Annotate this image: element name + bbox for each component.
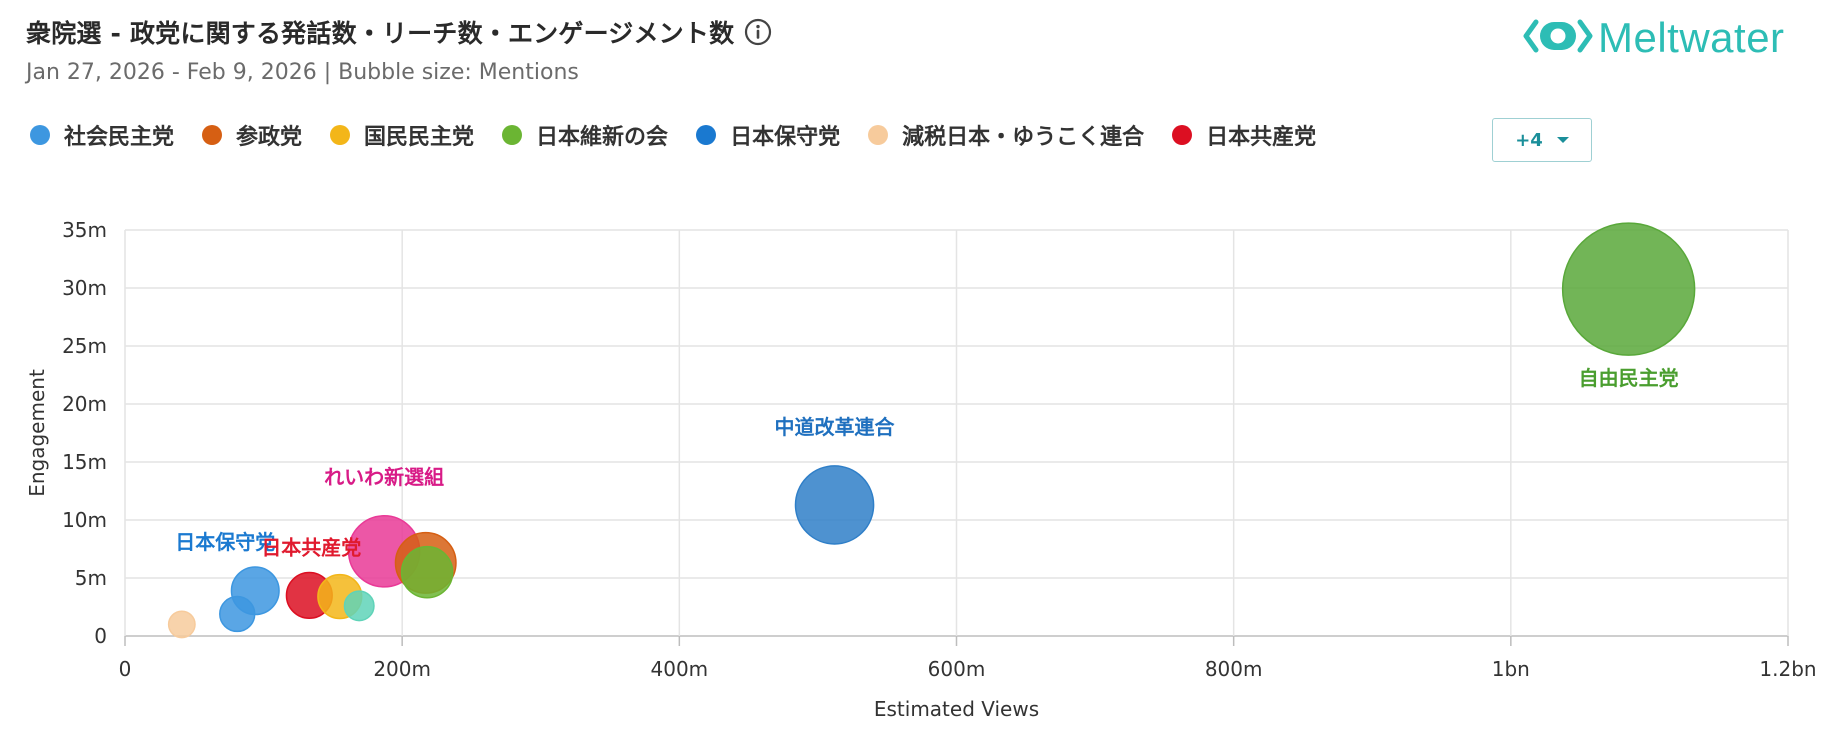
meltwater-logo-text: Meltwater <box>1598 14 1785 61</box>
legend-item[interactable]: 参政党 <box>202 119 302 151</box>
legend-dot <box>502 125 523 145</box>
meltwater-logo: Meltwater <box>1522 14 1785 62</box>
meltwater-logo-icon <box>1522 16 1594 60</box>
y-tick-label: 25m <box>62 334 107 358</box>
x-tick-label: 0 <box>119 657 132 681</box>
legend-item[interactable]: 日本保守党 <box>696 119 840 151</box>
legend-label: 日本保守党 <box>730 125 841 150</box>
bubble <box>1561 222 1696 356</box>
y-tick-label: 20m <box>62 392 107 416</box>
more-series-label: +4 <box>1515 129 1543 151</box>
legend-dot <box>202 125 223 145</box>
chart-subtitle: Jan 27, 2026 - Feb 9, 2026 | Bubble size… <box>26 60 579 85</box>
y-tick-label: 10m <box>62 508 107 532</box>
legend-dot <box>868 125 889 145</box>
bubble <box>400 545 454 599</box>
chart-legend: 社会民主党 参政党 国民民主党 日本維新の会 日本保守党 減税日本・ゆうこく連合… <box>30 119 1344 151</box>
legend-label: 国民民主党 <box>364 125 475 150</box>
legend-label: 日本共産党 <box>1206 125 1317 150</box>
legend-dot <box>696 125 717 145</box>
y-tick-label: 35m <box>62 218 107 242</box>
data-label: 日本保守党 <box>175 530 275 554</box>
more-series-dropdown[interactable]: +4 <box>1492 118 1592 162</box>
legend-item[interactable]: 国民民主党 <box>330 119 474 151</box>
x-tick-label: 800m <box>1205 657 1263 681</box>
legend-label: 日本維新の会 <box>536 125 669 150</box>
legend-item[interactable]: 社会民主党 <box>30 119 174 151</box>
legend-dot <box>1172 125 1193 145</box>
y-tick-label: 15m <box>62 450 107 474</box>
chart-header: 衆院選 - 政党に関する発話数・リーチ数・エンゲージメント数 Jan 27, 2… <box>26 14 772 85</box>
chevron-down-icon <box>1556 137 1569 143</box>
x-axis-title: Estimated Views <box>874 697 1039 721</box>
data-label: 自由民主党 <box>1579 366 1679 390</box>
y-tick-label: 30m <box>62 276 107 300</box>
legend-item[interactable]: 日本共産党 <box>1172 119 1316 151</box>
data-label: 中道改革連合 <box>775 415 896 439</box>
info-icon[interactable] <box>744 18 772 46</box>
legend-label: 減税日本・ゆうこく連合 <box>902 125 1145 150</box>
bubble <box>794 465 875 545</box>
bubble <box>343 590 375 622</box>
bubble <box>167 610 196 639</box>
x-tick-label: 200m <box>373 657 431 681</box>
legend-dot <box>30 125 50 145</box>
bubble <box>219 595 256 633</box>
data-label: れいわ新選組 <box>324 465 444 489</box>
chart-title: 衆院選 - 政党に関する発話数・リーチ数・エンゲージメント数 <box>26 19 735 48</box>
legend-item[interactable]: 減税日本・ゆうこく連合 <box>868 119 1144 151</box>
y-tick-label: 0 <box>94 624 107 648</box>
y-tick-label: 5m <box>75 566 107 590</box>
legend-label: 社会民主党 <box>64 125 175 150</box>
legend-dot <box>330 125 351 145</box>
x-tick-label: 1.2bn <box>1759 657 1816 681</box>
legend-item[interactable]: 日本維新の会 <box>502 119 668 151</box>
legend-label: 参政党 <box>236 125 303 150</box>
data-label: 日本共産党 <box>261 536 361 560</box>
x-tick-label: 600m <box>928 657 986 681</box>
y-axis-title: Engagement <box>25 369 49 497</box>
x-tick-label: 1bn <box>1492 657 1530 681</box>
x-tick-label: 400m <box>651 657 709 681</box>
title-row: 衆院選 - 政党に関する発話数・リーチ数・エンゲージメント数 <box>26 14 772 50</box>
